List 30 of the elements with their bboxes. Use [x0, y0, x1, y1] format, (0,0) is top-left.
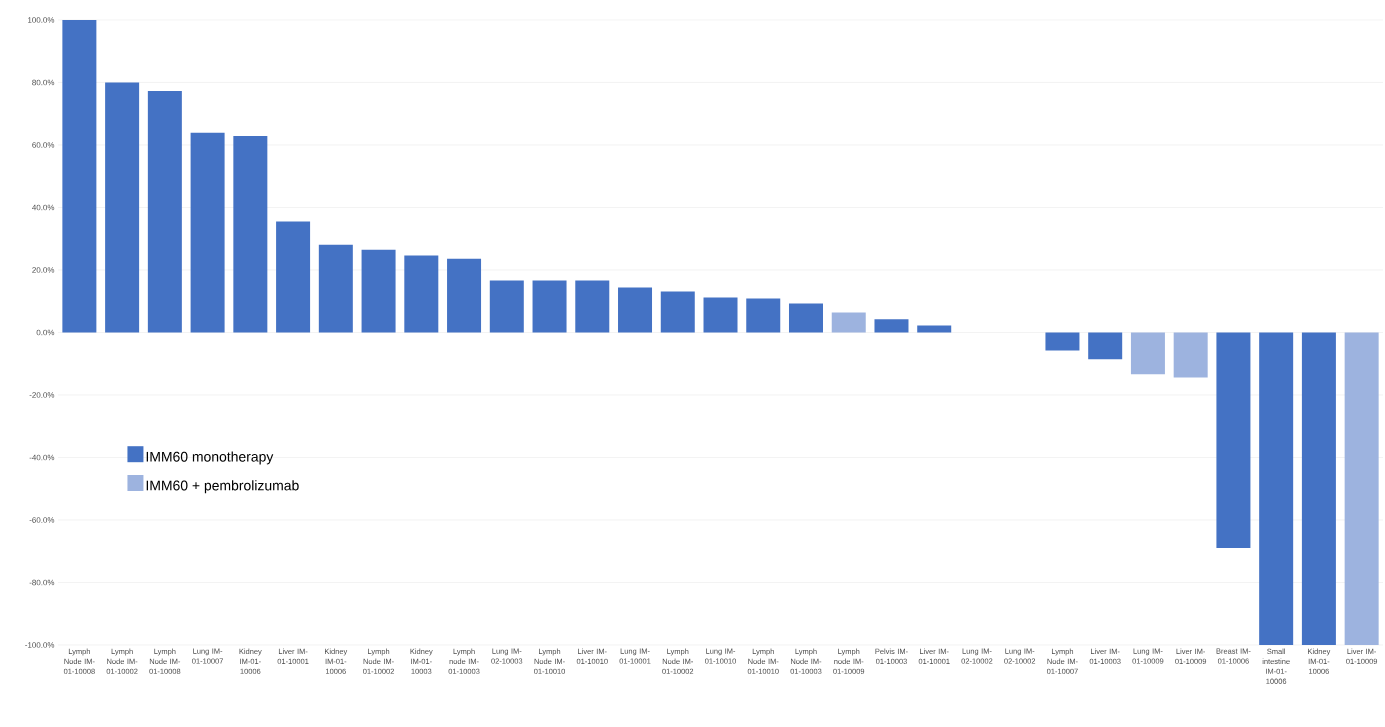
bar: [276, 221, 311, 333]
bar: [489, 280, 524, 333]
bar: [746, 298, 781, 333]
bar: [62, 19, 97, 333]
bar: [618, 287, 653, 333]
bar: [1045, 332, 1080, 351]
bar: [1301, 332, 1336, 645]
bar: [1173, 332, 1208, 378]
bar: [404, 255, 439, 333]
bar: [318, 244, 353, 333]
bar: [361, 249, 396, 333]
legend-label: IMM60 + pembrolizumab: [146, 480, 299, 494]
bar: [1259, 332, 1294, 645]
bar: [532, 280, 567, 333]
legend-label: IMM60 monotherapy: [146, 451, 274, 465]
bar: [1130, 332, 1165, 375]
bar: [874, 319, 909, 333]
bar: [1344, 332, 1379, 645]
bar: [147, 90, 182, 333]
bar: [1088, 332, 1123, 360]
bar: [233, 135, 268, 333]
bar: [703, 297, 738, 333]
bar: [575, 280, 610, 333]
bar: [660, 291, 695, 333]
bar: [831, 312, 866, 333]
bar: [190, 132, 225, 333]
bar: [447, 258, 482, 333]
bar: [789, 303, 823, 333]
bar: [105, 82, 140, 333]
bar: [1216, 332, 1251, 549]
